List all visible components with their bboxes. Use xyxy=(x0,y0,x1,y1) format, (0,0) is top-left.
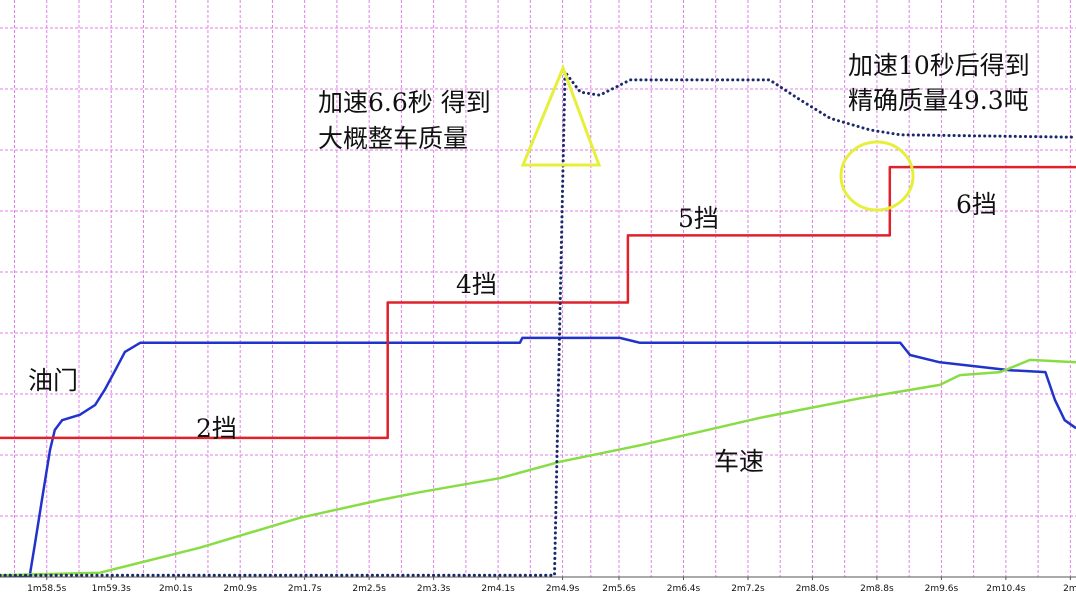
x-tick-label: 2m xyxy=(1063,584,1076,594)
circle-highlight xyxy=(839,140,915,212)
grid xyxy=(0,0,1076,577)
series-line xyxy=(0,70,1076,577)
x-tick-label: 2m8.8s xyxy=(860,584,894,594)
triangle-highlight xyxy=(520,63,602,167)
x-tick-label: 2m2.5s xyxy=(352,584,386,594)
annotation: 加速6.6秒 得到 xyxy=(318,88,491,117)
series-line xyxy=(0,165,1076,440)
x-tick-label: 2m6.4s xyxy=(667,584,701,594)
gear-label: 6挡 xyxy=(956,190,997,219)
series-line xyxy=(0,336,1076,577)
series-label: 油门 xyxy=(28,366,78,395)
plot xyxy=(0,70,1076,577)
x-tick-label: 2m5.6s xyxy=(602,584,636,594)
gear-label: 5挡 xyxy=(678,204,719,233)
annotation: 精确质量49.3吨 xyxy=(848,86,1029,115)
series-label: 车速 xyxy=(714,447,764,476)
x-tick-label: 2m0.1s xyxy=(159,584,193,594)
annotation: 加速10秒后得到 xyxy=(848,51,1030,80)
x-tick-label: 2m10.4s xyxy=(986,584,1026,594)
x-tick-label: 2m4.1s xyxy=(481,584,515,594)
x-tick-label: 1m58.5s xyxy=(27,584,67,594)
series-line xyxy=(0,358,1076,577)
x-tick-label: 2m3.3s xyxy=(417,584,451,594)
x-tick-label: 2m4.9s xyxy=(546,584,580,594)
gear-label: 2挡 xyxy=(196,414,237,443)
x-tick-label: 2m0.9s xyxy=(223,584,257,594)
x-tick-label: 2m7.2s xyxy=(731,584,765,594)
gear-label: 4挡 xyxy=(456,270,497,299)
annotation: 大概整车质量 xyxy=(318,124,468,153)
x-tick-label: 2m1.7s xyxy=(288,584,322,594)
x-tick-label: 1m59.3s xyxy=(92,584,132,594)
x-tick-label: 2m8.0s xyxy=(796,584,830,594)
x-tick-label: 2m9.6s xyxy=(925,584,959,594)
